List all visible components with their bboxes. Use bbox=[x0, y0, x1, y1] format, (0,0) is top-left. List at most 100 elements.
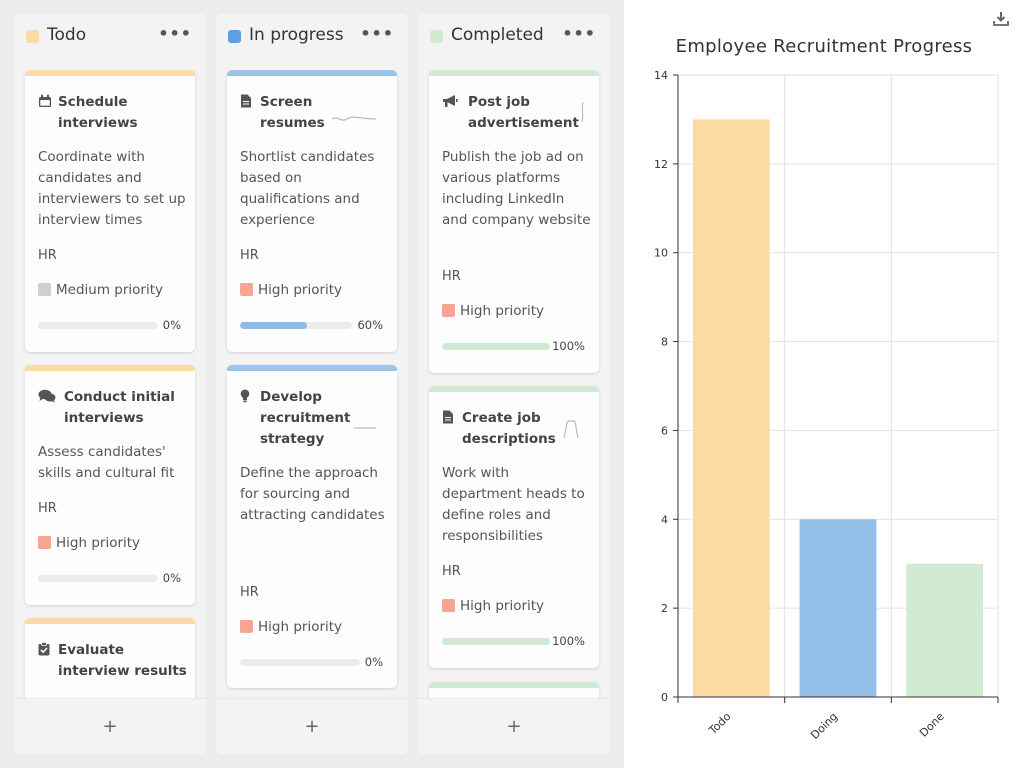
column-cards[interactable]: Post job advertisement Publish the job a… bbox=[418, 70, 610, 698]
task-card[interactable]: Conduct initial interviews Assess candid… bbox=[25, 365, 195, 605]
file-icon bbox=[443, 410, 453, 424]
sparkline-icon bbox=[563, 420, 579, 439]
y-tick-label: 14 bbox=[654, 69, 668, 82]
kanban-board: Todo ••• Schedule interviews Coordinate … bbox=[14, 14, 610, 754]
add-card-button[interactable]: + bbox=[418, 698, 610, 754]
card-description: Shortlist candidates based on qualificat… bbox=[240, 149, 375, 228]
column-todo: Todo ••• Schedule interviews Coordinate … bbox=[14, 14, 206, 754]
card-priority: High priority bbox=[38, 535, 140, 551]
priority-swatch bbox=[240, 620, 253, 633]
y-tick-label: 2 bbox=[661, 602, 668, 615]
progress-bar bbox=[442, 343, 550, 350]
priority-swatch bbox=[442, 599, 455, 612]
priority-label: High priority bbox=[258, 619, 343, 635]
progress-fill bbox=[240, 322, 308, 329]
task-card[interactable]: Schedule interviews Coordinate with cand… bbox=[25, 70, 195, 352]
card-title: Post job advertisement bbox=[468, 94, 579, 131]
card-description: Define the approach for sourcing and att… bbox=[240, 465, 385, 523]
progress-label: 60% bbox=[357, 318, 383, 332]
card-color-bar bbox=[227, 70, 397, 76]
add-card-button[interactable]: + bbox=[216, 698, 408, 754]
priority-label: Medium priority bbox=[56, 282, 163, 298]
sparkline-icon bbox=[331, 116, 377, 121]
bar-done bbox=[906, 563, 984, 697]
column-title: Todo bbox=[47, 25, 87, 45]
priority-label: High priority bbox=[56, 535, 141, 551]
card-priority: High priority bbox=[240, 619, 342, 635]
task-card[interactable] bbox=[429, 682, 599, 698]
y-tick-label: 6 bbox=[661, 424, 668, 437]
priority-swatch bbox=[240, 283, 253, 296]
y-tick-label: 0 bbox=[661, 691, 668, 704]
column-in-progress: In progress ••• Screen resumes Shortlist… bbox=[216, 14, 408, 754]
card-color-bar bbox=[429, 682, 599, 688]
progress-fill bbox=[442, 638, 550, 645]
column-completed: Completed ••• Post job advertisement Pub… bbox=[418, 14, 610, 754]
task-card[interactable]: Post job advertisement Publish the job a… bbox=[429, 70, 599, 373]
file-icon bbox=[241, 94, 251, 108]
priority-label: High priority bbox=[460, 598, 545, 614]
comments-icon bbox=[38, 389, 56, 403]
task-card[interactable]: Evaluate interview results bbox=[25, 618, 195, 698]
y-tick-label: 12 bbox=[654, 158, 668, 171]
megaphone-icon bbox=[443, 95, 458, 107]
column-color-swatch bbox=[228, 30, 241, 43]
card-title: Evaluate interview results bbox=[58, 642, 187, 679]
sparkline-icon bbox=[581, 101, 584, 123]
card-description: Publish the job ad on various platforms … bbox=[442, 149, 591, 228]
chart-title: Employee Recruitment Progress bbox=[675, 36, 973, 57]
card-description: Coordinate with candidates and interview… bbox=[38, 149, 186, 228]
x-tick-label: Doing bbox=[808, 710, 840, 742]
column-cards[interactable]: Schedule interviews Coordinate with cand… bbox=[14, 70, 206, 698]
task-card[interactable]: Create job descriptions Work with depart… bbox=[429, 386, 599, 668]
progress-bar bbox=[38, 575, 158, 582]
add-card-button[interactable]: + bbox=[14, 698, 206, 754]
priority-swatch bbox=[38, 283, 51, 296]
card-description: Assess candidates' skills and cultural f… bbox=[38, 444, 175, 481]
progress-fill bbox=[442, 343, 550, 350]
calendar-icon bbox=[39, 94, 51, 107]
bar-doing bbox=[799, 519, 877, 697]
column-color-swatch bbox=[26, 30, 39, 43]
card-color-bar bbox=[25, 365, 195, 371]
progress-label: 0% bbox=[162, 318, 181, 332]
card-title: Schedule interviews bbox=[58, 94, 138, 131]
lightbulb-icon bbox=[240, 389, 250, 403]
column-title: Completed bbox=[451, 25, 544, 45]
card-department: HR bbox=[240, 585, 259, 600]
card-department: HR bbox=[38, 248, 57, 263]
card-color-bar bbox=[227, 365, 397, 371]
column-menu-button[interactable]: ••• bbox=[562, 24, 596, 43]
card-priority: Medium priority bbox=[38, 282, 163, 298]
bar-chart: 0 2 4 6 8 10 12 14 Todo Doing Done bbox=[654, 69, 999, 742]
y-tick-label: 8 bbox=[661, 336, 668, 349]
column-color-swatch bbox=[430, 30, 443, 43]
progress-label: 0% bbox=[162, 571, 181, 585]
column-menu-button[interactable]: ••• bbox=[158, 24, 192, 43]
x-tick-label: Done bbox=[917, 710, 947, 740]
card-title: Develop recruitment strategy bbox=[260, 389, 351, 447]
card-priority: High priority bbox=[442, 303, 544, 319]
column-cards[interactable]: Screen resumes Shortlist candidates base… bbox=[216, 70, 408, 698]
card-description: Work with department heads to define rol… bbox=[442, 465, 585, 544]
task-card[interactable]: Screen resumes Shortlist candidates base… bbox=[227, 70, 397, 352]
card-color-bar bbox=[25, 70, 195, 76]
progress-bar bbox=[38, 322, 158, 329]
column-header: Completed ••• bbox=[418, 14, 610, 60]
task-card[interactable]: Develop recruitment strategy Define the … bbox=[227, 365, 397, 688]
card-color-bar bbox=[25, 618, 195, 624]
download-icon[interactable] bbox=[992, 10, 1010, 28]
card-title: Conduct initial interviews bbox=[64, 389, 175, 426]
bar-todo bbox=[692, 119, 770, 697]
card-priority: High priority bbox=[240, 282, 342, 298]
column-header: In progress ••• bbox=[216, 14, 408, 60]
card-color-bar bbox=[429, 70, 599, 76]
priority-label: High priority bbox=[460, 303, 545, 319]
priority-label: High priority bbox=[258, 282, 343, 298]
column-menu-button[interactable]: ••• bbox=[360, 24, 394, 43]
progress-bar bbox=[442, 638, 550, 645]
card-title: Screen resumes bbox=[260, 94, 325, 131]
chart-panel: Employee Recruitment Progress 0 2 4 6 8 10 12 1… bbox=[624, 0, 1024, 768]
card-title: Create job descriptions bbox=[462, 410, 556, 447]
card-department: HR bbox=[240, 248, 259, 263]
